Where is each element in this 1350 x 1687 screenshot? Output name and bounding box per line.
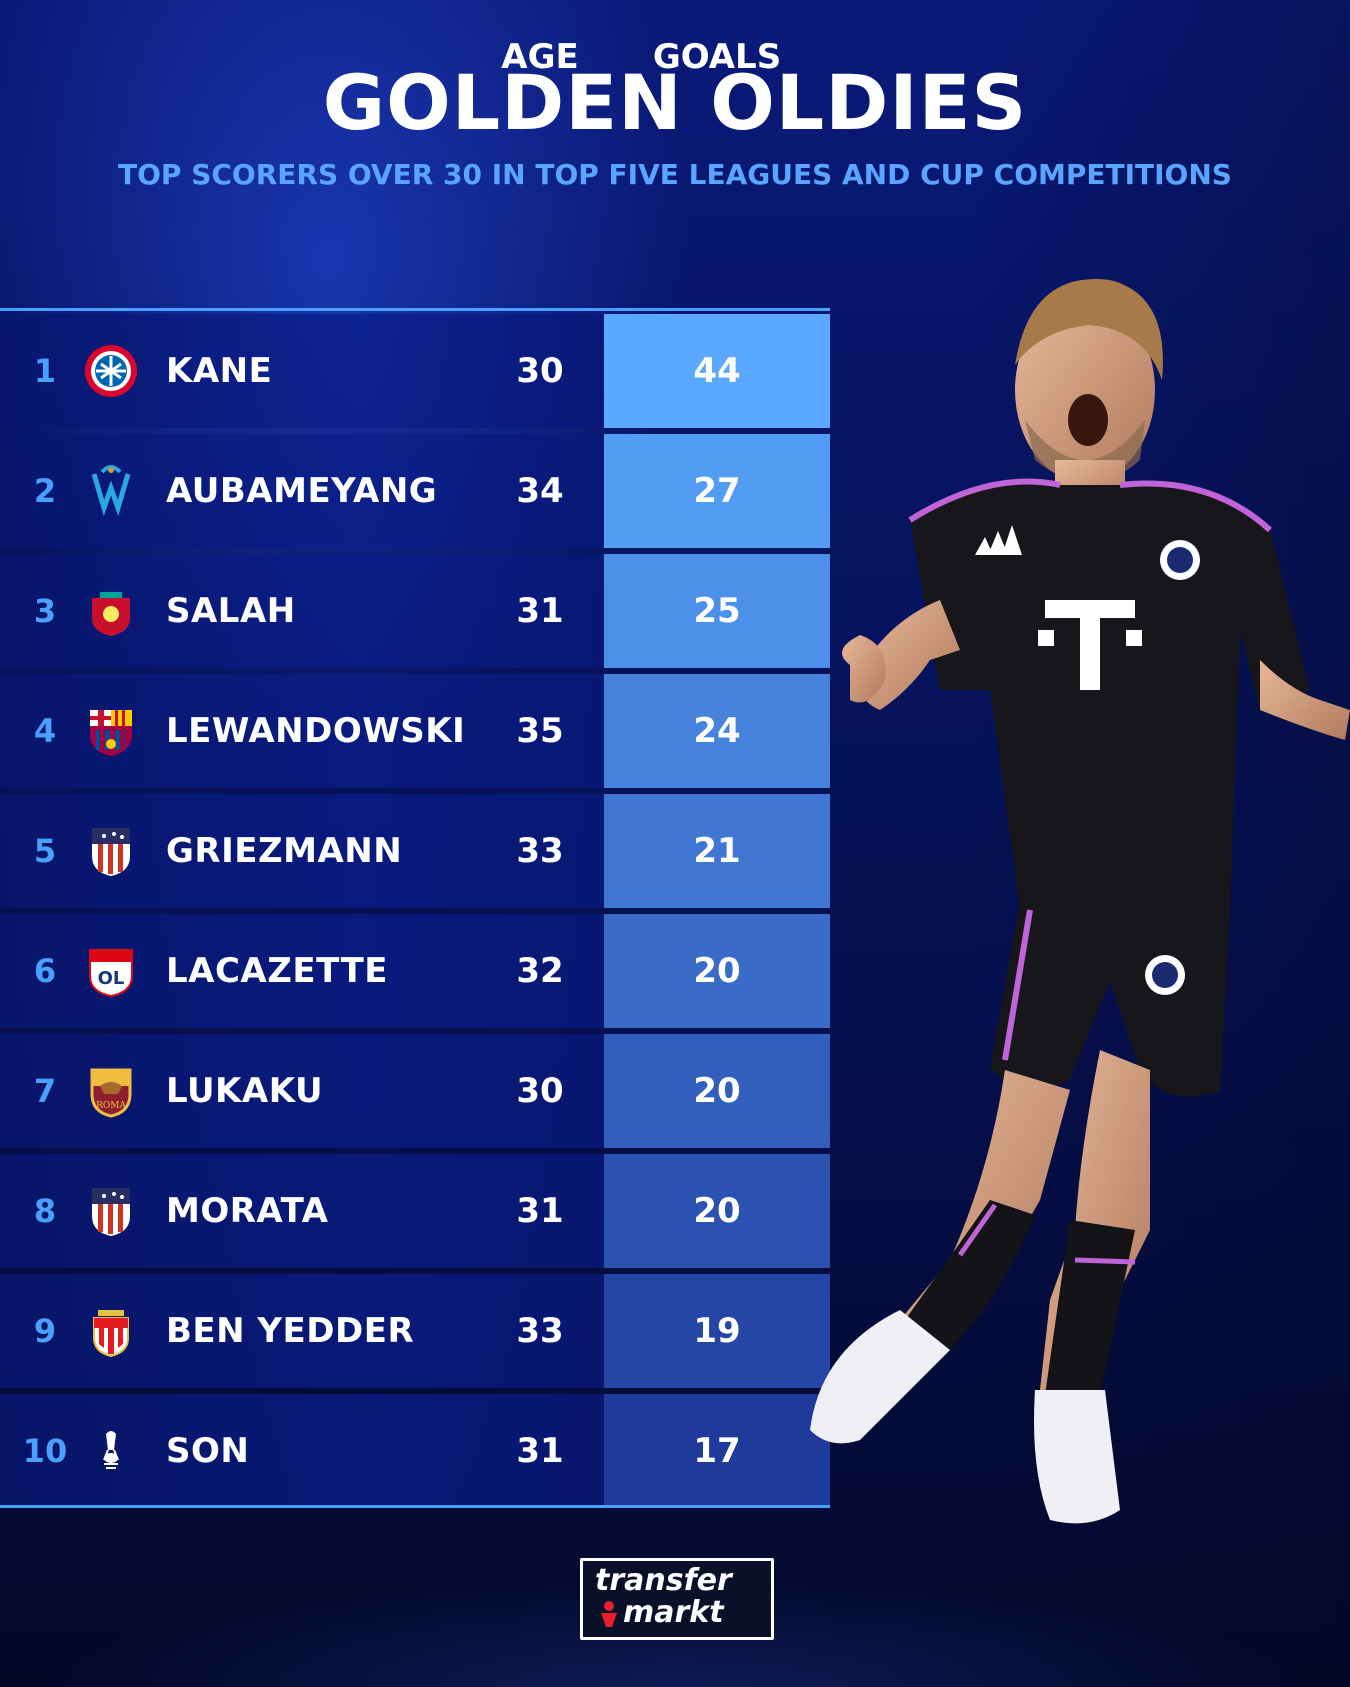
player-name: LUKAKU — [166, 1071, 324, 1111]
column-header-age: AGE — [501, 37, 579, 77]
rank-number: 9 — [33, 1312, 57, 1350]
table-row: 10 SON 31 17 — [0, 1394, 830, 1508]
table-row: 5 GRIEZMANN 33 21 — [0, 794, 830, 908]
table-top-divider — [0, 308, 830, 311]
player-name: KANE — [166, 351, 273, 391]
player-age: 31 — [516, 1431, 564, 1471]
atletico-madrid-crest — [92, 828, 130, 876]
goals-bar — [604, 1034, 830, 1148]
table-row: 1 KANE 30 44 — [0, 314, 830, 428]
rank-number: 7 — [33, 1072, 57, 1110]
goals-bar — [604, 554, 830, 668]
svg-text:OL: OL — [98, 968, 125, 989]
player-age: 32 — [516, 951, 564, 991]
table-row: 4 LEWANDOWSKI 35 24 — [0, 674, 830, 788]
svg-text:ROMA: ROMA — [96, 1101, 126, 1111]
player-goals: 19 — [693, 1311, 741, 1351]
player-age: 33 — [516, 831, 564, 871]
player-name: GRIEZMANN — [166, 831, 403, 871]
rank-number: 8 — [33, 1192, 57, 1230]
goals-bar — [604, 1394, 830, 1508]
logo-text-line2: markt — [623, 1595, 724, 1630]
goals-bar — [604, 914, 830, 1028]
player-name: SON — [166, 1431, 250, 1471]
table-row: 7 ROMA LUKAKU 30 20 — [0, 1034, 830, 1148]
table-row: 2 AUBAMEYANG 34 27 — [0, 434, 830, 548]
player-name: SALAH — [166, 591, 296, 631]
monaco-crest — [93, 1310, 129, 1358]
player-goals: 20 — [693, 1071, 741, 1111]
player-name: LEWANDOWSKI — [166, 711, 466, 751]
player-goals: 44 — [693, 351, 741, 391]
player-age: 30 — [516, 1071, 564, 1111]
table-bottom-divider — [0, 1505, 830, 1508]
page-subtitle: TOP SCORERS OVER 30 IN TOP FIVE LEAGUES … — [118, 158, 1232, 191]
row-background — [0, 1394, 604, 1508]
player-name: LACAZETTE — [166, 951, 389, 991]
player-age: 31 — [516, 1191, 564, 1231]
player-goals: 20 — [693, 951, 741, 991]
player-goals: 27 — [693, 471, 741, 511]
rank-number: 10 — [22, 1432, 68, 1470]
transfermarkt-logo: transfer markt — [580, 1558, 774, 1640]
rank-number: 4 — [33, 712, 57, 750]
goals-bar — [604, 1154, 830, 1268]
player-goals: 21 — [693, 831, 741, 871]
player-name: BEN YEDDER — [166, 1311, 415, 1351]
goals-bar — [604, 1274, 830, 1388]
goals-bar — [604, 314, 830, 428]
table-row: 8 MORATA 31 20 — [0, 1154, 830, 1268]
marseille-crest — [91, 465, 131, 517]
player-photo — [810, 279, 1350, 1524]
player-goals: 25 — [693, 591, 741, 631]
player-age: 34 — [516, 471, 564, 511]
table-row: 3 SALAH 31 25 — [0, 554, 830, 668]
column-header-goals: GOALS — [652, 37, 782, 77]
roma-crest: ROMA — [90, 1068, 132, 1118]
bayern-munich-crest — [85, 345, 137, 397]
page-title: GOLDEN OLDIES — [322, 58, 1028, 147]
player-age: 31 — [516, 591, 564, 631]
player-age: 30 — [516, 351, 564, 391]
liverpool-crest — [92, 592, 130, 636]
rank-number: 5 — [33, 832, 57, 870]
goals-bar — [604, 674, 830, 788]
atletico-madrid-crest — [92, 1188, 130, 1236]
logo-player-icon — [601, 1601, 617, 1627]
goals-bar — [604, 794, 830, 908]
table-row: 9 BEN YEDDER 33 19 — [0, 1274, 830, 1388]
tottenham-crest — [103, 1431, 119, 1469]
player-goals: 20 — [693, 1191, 741, 1231]
player-name: MORATA — [166, 1191, 329, 1231]
rank-number: 6 — [33, 952, 57, 990]
table-row: 6 OL LACAZETTE 32 20 — [0, 914, 830, 1028]
lyon-crest: OL — [89, 949, 133, 998]
player-age: 35 — [516, 711, 564, 751]
rank-number: 2 — [33, 472, 57, 510]
player-goals: 17 — [693, 1431, 741, 1471]
logo-text-line1: transfer — [595, 1563, 732, 1598]
player-age: 33 — [516, 1311, 564, 1351]
player-name: AUBAMEYANG — [166, 471, 438, 511]
rank-number: 3 — [33, 592, 57, 630]
rank-number: 1 — [33, 352, 57, 390]
player-goals: 24 — [693, 711, 741, 751]
barcelona-crest — [90, 710, 132, 756]
goals-bar — [604, 434, 830, 548]
